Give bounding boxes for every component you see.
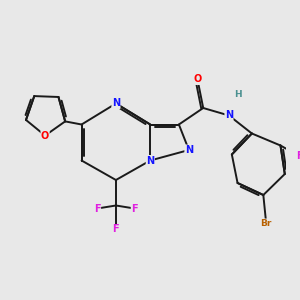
Text: O: O [194,74,202,85]
Text: Br: Br [260,219,272,228]
Text: O: O [41,130,49,141]
Text: N: N [225,110,233,121]
Text: F: F [112,224,119,235]
Text: F: F [296,151,300,161]
Text: N: N [112,98,120,109]
Text: H: H [234,90,242,99]
Text: N: N [146,155,154,166]
Text: F: F [94,203,101,214]
Text: F: F [131,203,138,214]
Text: N: N [185,145,193,155]
